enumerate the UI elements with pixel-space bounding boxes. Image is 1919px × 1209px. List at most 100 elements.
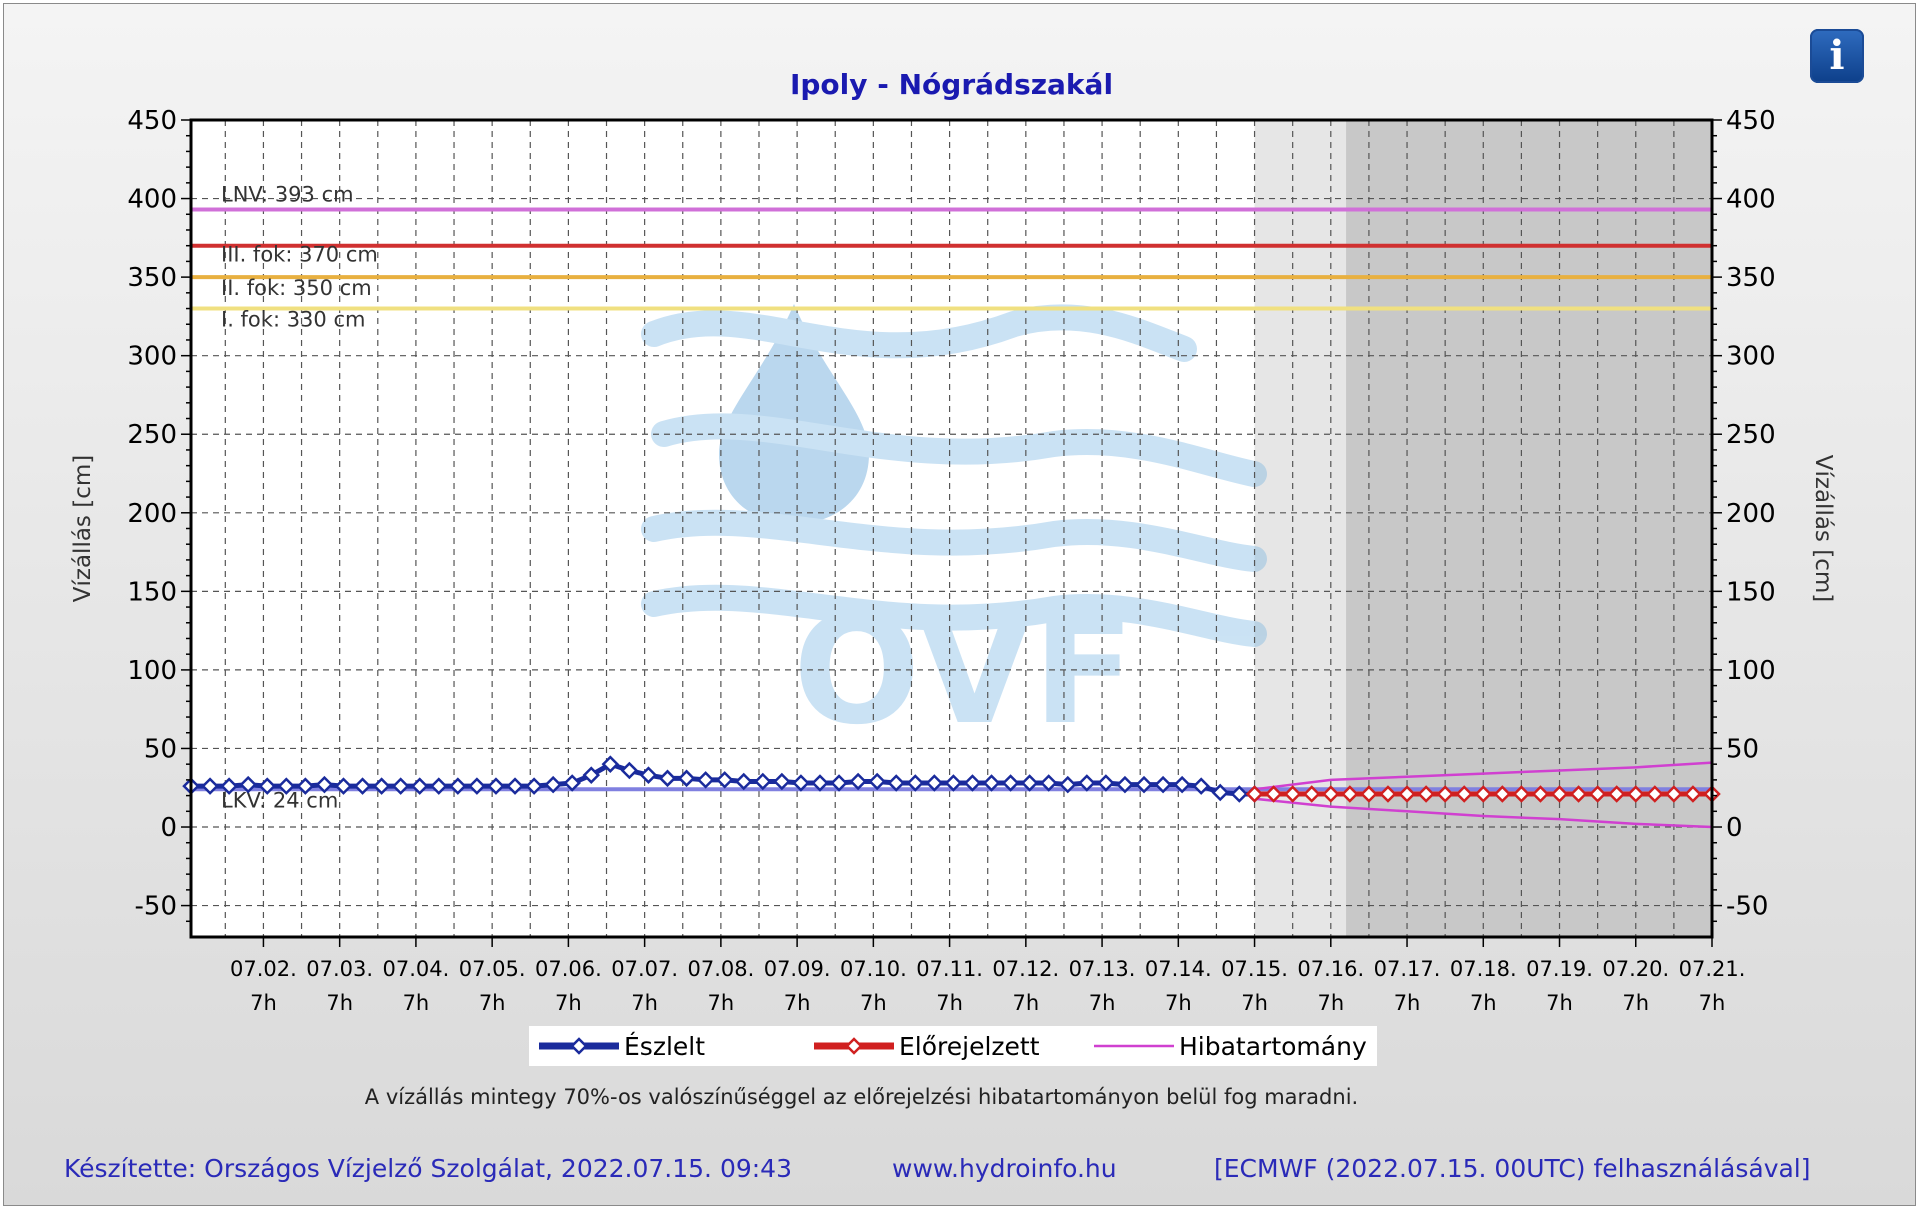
x-tick-date: 07.05. [459, 957, 526, 981]
x-tick-time: 7h [1317, 991, 1344, 1015]
observed-point [1020, 774, 1039, 792]
footer-website-link[interactable]: www.hydroinfo.hu [892, 1154, 1117, 1183]
x-tick-time: 7h [1622, 991, 1649, 1015]
error-band-upper [1254, 761, 1713, 791]
x-tick-date: 07.07. [611, 957, 678, 981]
y-tick-label-right: 250 [1726, 420, 1776, 450]
forecast-point [1512, 785, 1531, 803]
info-button[interactable]: i [1810, 29, 1864, 83]
observed-point [525, 777, 543, 795]
watermark-wave-1 [651, 413, 1267, 487]
y-tick-label-left: 250 [127, 420, 177, 450]
forecast-point [1531, 785, 1550, 803]
observed-point [830, 774, 848, 792]
y-tick-label-left: 50 [144, 734, 177, 764]
forecast-point [1264, 785, 1283, 803]
observed-point [201, 777, 219, 795]
footer-source: [ECMWF (2022.07.15. 00UTC) felhasználásá… [1214, 1154, 1811, 1183]
x-tick-date: 07.13. [1069, 957, 1136, 981]
observed-point [1078, 774, 1096, 792]
observed-point [239, 775, 257, 794]
observed-point [639, 766, 658, 784]
observed-point [963, 774, 982, 792]
y-tick-label-left: 150 [127, 577, 177, 607]
y-tick-label-right: 150 [1726, 577, 1776, 607]
x-tick-time: 7h [1546, 991, 1573, 1015]
observed-point [544, 775, 562, 794]
forecast-point [1436, 785, 1454, 803]
forecast-point [1493, 785, 1512, 803]
observed-point [1173, 775, 1191, 794]
observed-point [334, 777, 353, 795]
forecast-point [1322, 785, 1340, 803]
legend-label-2: Hibatartomány [1179, 1032, 1367, 1061]
x-tick-time: 7h [936, 991, 963, 1015]
x-tick-date: 07.20. [1602, 957, 1669, 981]
y-tick-label-left: -50 [135, 892, 177, 922]
observed-point [582, 766, 601, 784]
y-tick-label-right: -50 [1726, 892, 1768, 922]
forecast-point [1607, 785, 1626, 803]
watermark-text: OVF [793, 584, 1135, 758]
y-tick-label-right: 450 [1726, 106, 1776, 136]
observed-point [391, 777, 410, 795]
y-tick-label-right: 300 [1726, 342, 1776, 372]
observed-point [792, 774, 810, 792]
x-tick-date: 07.04. [383, 957, 450, 981]
x-tick-date: 07.09. [764, 957, 831, 981]
y-tick-label-right: 350 [1726, 263, 1776, 293]
observed-point [563, 774, 581, 792]
observed-point [773, 772, 791, 791]
watermark-wave-0 [641, 304, 1197, 362]
observed-point [734, 772, 753, 791]
x-tick-date: 07.11. [916, 957, 983, 981]
x-tick-time: 7h [250, 991, 277, 1015]
y-axis-label-left: Vízállás [cm] [70, 455, 96, 602]
chart-title: Ipoly - Nógrádszakál [790, 68, 1113, 101]
observed-point [601, 755, 620, 773]
x-tick-time: 7h [326, 991, 353, 1015]
threshold-label: LKV: 24 cm [221, 788, 338, 812]
observed-point [811, 774, 829, 792]
observed-point [410, 777, 429, 795]
legend-marker-1 [845, 1037, 863, 1055]
forecast-region-0 [1254, 120, 1347, 937]
forecast-point [1684, 785, 1702, 803]
x-tick-time: 7h [479, 991, 506, 1015]
water-drop-icon [719, 304, 869, 524]
forecast-point [1379, 785, 1397, 803]
forecast-point [1283, 785, 1302, 803]
observed-point [296, 777, 315, 795]
y-tick-label-left: 100 [127, 656, 177, 686]
observed-point [487, 777, 505, 795]
x-tick-time: 7h [1241, 991, 1268, 1015]
y-tick-label-right: 50 [1726, 734, 1759, 764]
observed-point [1058, 775, 1077, 794]
observed-point [887, 774, 905, 792]
observed-point [620, 761, 639, 780]
observed-point [220, 777, 238, 795]
observed-point [1154, 775, 1172, 794]
forecast-point [1360, 785, 1378, 803]
threshold-label: II. fok: 350 cm [221, 276, 372, 300]
x-tick-date: 07.16. [1297, 957, 1364, 981]
observed-point [506, 777, 524, 795]
observed-point [925, 774, 944, 792]
x-tick-time: 7h [1089, 991, 1116, 1015]
forecast-point [1302, 785, 1321, 803]
x-tick-time: 7h [1012, 991, 1039, 1015]
y-tick-label-left: 450 [127, 106, 177, 136]
y-tick-label-left: 300 [127, 342, 177, 372]
observed-point [1230, 785, 1249, 803]
x-tick-time: 7h [784, 991, 811, 1015]
x-tick-time: 7h [631, 991, 658, 1015]
x-tick-time: 7h [1165, 991, 1192, 1015]
observed-point [430, 777, 448, 795]
observed-point [1135, 775, 1153, 794]
x-tick-date: 07.08. [687, 957, 754, 981]
observed-point [449, 777, 467, 795]
x-tick-time: 7h [555, 991, 582, 1015]
y-axis-label-right: Vízállás [cm] [1810, 455, 1836, 602]
y-tick-label-left: 200 [127, 499, 177, 529]
forecast-point [1398, 785, 1416, 803]
